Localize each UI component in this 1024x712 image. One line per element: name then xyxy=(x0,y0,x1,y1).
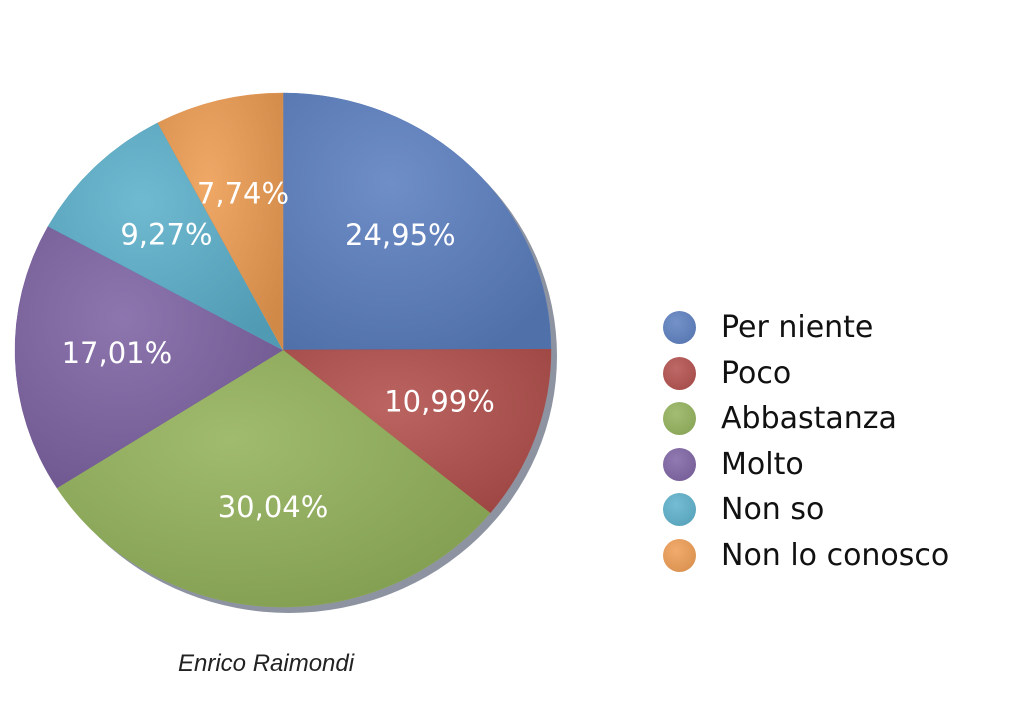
data-label-molto: 17,01% xyxy=(62,336,173,370)
legend-swatch-non-lo-conosco xyxy=(663,538,696,572)
legend-label-non-so: Non so xyxy=(721,492,825,528)
legend-label-abbastanza: Abbastanza xyxy=(721,401,897,437)
legend-swatch-molto xyxy=(663,447,696,481)
pie-slice-per-niente xyxy=(282,92,552,351)
legend-item-molto: Molto xyxy=(663,442,949,488)
legend-label-non-lo-conosco: Non lo conosco xyxy=(721,537,950,573)
legend-swatch-non-so xyxy=(663,493,696,527)
legend-label-molto: Molto xyxy=(721,446,804,482)
data-label-abbastanza: 30,04% xyxy=(218,490,329,524)
data-label-poco: 10,99% xyxy=(384,385,495,419)
legend-item-non-lo-conosco: Non lo conosco xyxy=(663,533,949,579)
legend-label-per-niente: Per niente xyxy=(721,310,874,346)
legend-swatch-abbastanza xyxy=(663,402,696,436)
author-credit: Enrico Raimondi xyxy=(178,650,355,677)
pie-slice-abbastanza xyxy=(56,349,491,608)
legend-label-poco: Poco xyxy=(721,355,792,391)
pie-slice-non-lo-conosco xyxy=(157,92,284,351)
pie-slice-molto xyxy=(14,225,284,489)
pie-data-labels: 24,95% 10,99% 30,04% 17,01% 9,27% 7,74% xyxy=(62,176,495,524)
pie-slice-poco xyxy=(282,348,552,514)
legend-item-abbastanza: Abbastanza xyxy=(663,396,949,442)
legend: Per niente Poco Abbastanza Molto Non so Non l… xyxy=(663,305,949,578)
legend-swatch-poco xyxy=(663,356,696,390)
legend-item-non-so: Non so xyxy=(663,487,949,533)
data-label-non-lo-conosco: 7,74% xyxy=(197,176,289,210)
legend-item-per-niente: Per niente xyxy=(663,305,949,351)
legend-item-poco: Poco xyxy=(663,351,949,397)
pie-slices xyxy=(14,92,552,608)
data-label-per-niente: 24,95% xyxy=(345,218,456,252)
pie-slice-non-so xyxy=(47,122,284,351)
data-label-non-so: 9,27% xyxy=(120,217,212,251)
legend-swatch-per-niente xyxy=(663,311,696,345)
